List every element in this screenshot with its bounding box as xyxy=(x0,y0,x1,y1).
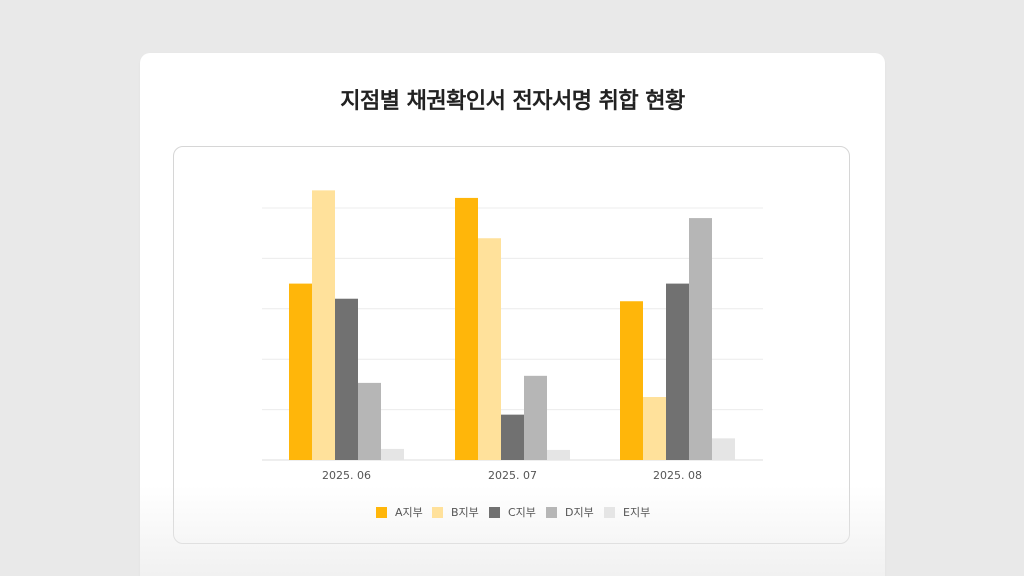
legend-swatch xyxy=(604,507,615,518)
bar-1-1 xyxy=(289,283,312,460)
bar-5-2 xyxy=(547,449,570,460)
legend-label: C지부 xyxy=(508,506,536,519)
bars xyxy=(289,190,735,461)
bar-4-1 xyxy=(358,382,381,460)
legend-label: D지부 xyxy=(565,506,594,519)
bar-2-1 xyxy=(312,190,335,461)
x-axis-ticks: 2025. 06 2025. 07 2025. 08 xyxy=(322,469,702,482)
bar-2-3 xyxy=(643,397,666,460)
bar-1-2 xyxy=(455,197,478,461)
legend: A지부 B지부 C지부 D지부 E지부 xyxy=(376,506,650,519)
bar-5-1 xyxy=(381,448,404,460)
bar-3-3 xyxy=(666,283,689,460)
bar-4-3 xyxy=(689,218,712,460)
legend-label: A지부 xyxy=(395,506,423,519)
x-tick-label: 2025. 07 xyxy=(488,469,537,482)
legend-swatch xyxy=(376,507,387,518)
legend-swatch xyxy=(489,507,500,518)
bar-3-2 xyxy=(501,414,524,460)
legend-swatch xyxy=(546,507,557,518)
x-tick-label: 2025. 06 xyxy=(322,469,371,482)
chart-frame xyxy=(173,146,850,544)
legend-swatch xyxy=(432,507,443,518)
page-title: 지점별 채권확인서 전자서명 취합 현황 xyxy=(340,89,685,114)
bar-3-1 xyxy=(335,298,358,460)
bar-5-3 xyxy=(712,438,735,460)
bar-2-2 xyxy=(478,238,501,460)
x-tick-label: 2025. 08 xyxy=(653,469,702,482)
chart-card: 지점별 채권확인서 전자서명 취합 현황 xyxy=(140,53,885,576)
bar-1-3 xyxy=(620,301,643,460)
bar-4-2 xyxy=(524,375,547,460)
legend-label: E지부 xyxy=(623,506,650,519)
legend-label: B지부 xyxy=(451,506,479,519)
